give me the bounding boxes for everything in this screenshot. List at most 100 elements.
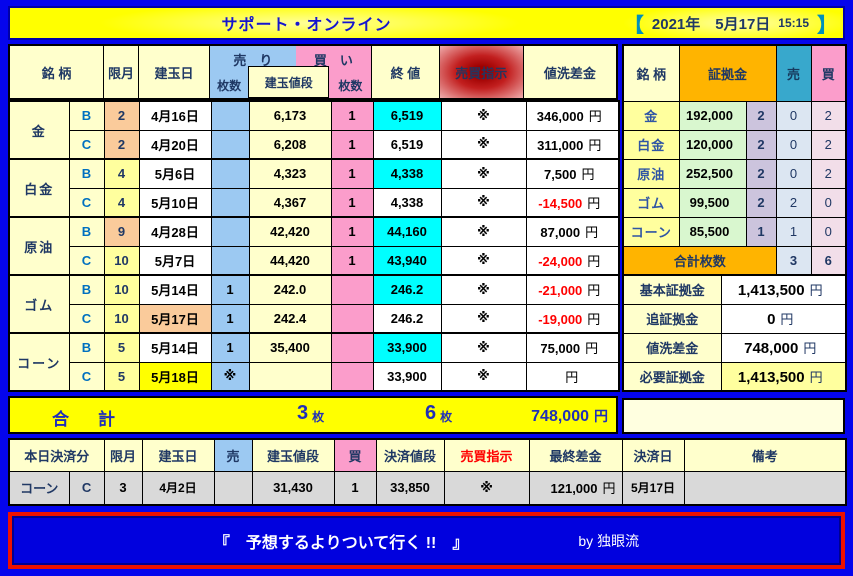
position-date: 4月28日 [138,216,212,247]
trade-instruction: ※ [440,100,527,131]
margin-row: 白金 120,000 2 0 2 [622,129,847,160]
bracket-open: 【 [623,14,644,37]
position-row: ゴム B 10 5月14日 1 242.0 246.2 ※ -21,000 円 [8,274,620,334]
margin-header-commodity: 銘 柄 [622,44,680,102]
position-price: 4,367 [248,187,332,218]
closing-price: 6,519 [372,100,442,131]
date-display: 【 2021年 5月17日 15:15 】 [624,8,837,38]
margin-commodity: 原油 [622,158,680,189]
mtm-difference: -19,000 円 [525,303,620,334]
position-row: C 4 5月10日 4,367 1 4,338 ※ -14,500 円 [9,187,620,218]
buy-qty: 1 [330,216,374,247]
settle-buy-qty: 1 [333,470,377,506]
mtm-difference: 75,000 円 [525,332,620,363]
contract-month: 4 [103,187,140,218]
total-lots-sell: 3 [775,245,812,276]
title-bar: サポート・オンライン 【 2021年 5月17日 15:15 】 [8,6,845,40]
sell-qty [210,216,250,247]
mtm-difference: 311,000 円 [525,129,620,160]
margin-sell-lots: 0 [775,158,812,189]
trade-instruction: ※ [440,361,527,392]
series-letter: B [68,332,105,363]
margin-summary-table: 基本証拠金 1,413,500 円追証拠金 0 円値洗差金 748,000 円必要証拠金 1,… [622,274,847,392]
settle-header-date: 建玉日 [141,438,215,472]
contract-month: 2 [103,129,140,160]
margin-sell-lots: 0 [775,100,812,131]
margin-row: コーン 85,500 1 1 0 [622,216,847,247]
contract-month: 10 [103,274,140,305]
position-row: 白金 B 4 5月6日 4,323 1 4,338 ※ 7,500 円 [8,158,620,218]
position-date: 5月14日 [138,274,212,305]
summary-label: 基本証拠金 [622,274,722,305]
header-contract-month: 限月 [104,46,139,98]
header-closing-price: 終 値 [372,46,440,98]
series-letter: B [68,274,105,305]
position-row: C 2 4月20日 6,208 1 6,519 ※ 311,000 円 [9,129,620,160]
margin-lots: 2 [745,100,777,131]
sell-qty [210,129,250,160]
date-text: 2021年 5月17日 [651,15,771,33]
summary-value: 1,413,500 円 [720,274,847,305]
margin-header-margin: 証拠金 [678,44,777,102]
position-date: 4月16日 [138,100,212,131]
series-letter: C [68,303,105,334]
contract-month: 10 [103,303,140,334]
position-price: 242.0 [248,274,332,305]
summary-row: 値洗差金 748,000 円 [622,332,847,363]
margin-commodity: ゴム [622,187,680,218]
settle-header-settle-price: 決済値段 [375,438,445,472]
header-mtm-difference: 値洗差金 [523,46,616,98]
margin-commodity: 金 [622,100,680,131]
settle-header-note: 備考 [683,438,847,472]
sell-qty: 1 [210,303,250,334]
sell-qty [210,187,250,218]
buy-qty: 1 [330,187,374,218]
trade-instruction: ※ [440,129,527,160]
trade-instruction: ※ [440,303,527,334]
margin-amount: 99,500 [678,187,747,218]
margin-header-buy: 買 [810,44,847,102]
closing-price: 43,940 [372,245,442,276]
position-price: 6,173 [248,100,332,131]
position-price: 242.4 [248,303,332,334]
margin-panel: 銘 柄 証拠金 売 買 金 192,000 2 0 2 白金 120,000 2 0 2 原油 252… [622,44,848,392]
margin-buy-lots: 2 [810,129,847,160]
commodity-name: 金 [8,100,70,160]
margin-amount: 85,500 [678,216,747,247]
mtm-difference: -21,000 円 [525,274,620,305]
sell-qty [210,245,250,276]
header-trade-instruction: 売買指示 [439,46,524,98]
summary-row: 基本証拠金 1,413,500 円 [622,274,847,305]
position-date: 5月14日 [138,332,212,363]
settle-position-price: 31,430 [251,470,335,506]
buy-qty [330,274,374,305]
series-letter: C [68,187,105,218]
commodity-name: 原油 [8,216,70,276]
total-amount: 748,000 円 [531,408,608,425]
position-date: 5月17日 [138,303,212,334]
header-commodity: 銘 柄 [10,46,105,98]
margin-amount: 192,000 [678,100,747,131]
closing-price: 33,900 [372,332,442,363]
contract-month: 5 [103,361,140,392]
position-row: 原油 B 9 4月28日 42,420 1 44,160 ※ 87,000 円 [8,216,620,276]
buy-qty: 1 [330,245,374,276]
motto-quote: 『 予想するよりついて行く !! 』 [213,534,469,552]
sell-qty: ※ [210,361,250,392]
margin-row: 原油 252,500 2 0 2 [622,158,847,189]
trade-instruction: ※ [440,216,527,247]
trade-instruction: ※ [440,274,527,305]
position-price: 4,323 [248,158,332,189]
margin-sell-lots: 0 [775,129,812,160]
summary-label: 必要証拠金 [622,361,722,392]
time-text: 15:15 [778,16,809,30]
closing-price: 6,519 [372,129,442,160]
position-row: C 10 5月17日 1 242.4 246.2 ※ -19,000 円 [9,303,620,334]
mtm-difference: -14,500 円 [525,187,620,218]
settle-final-diff: 121,000 円 [528,470,623,506]
settle-commodity: コーン [8,470,70,506]
series-letter: B [68,100,105,131]
settle-header-month: 限月 [103,438,143,472]
settle-series-letter: C [68,470,105,506]
